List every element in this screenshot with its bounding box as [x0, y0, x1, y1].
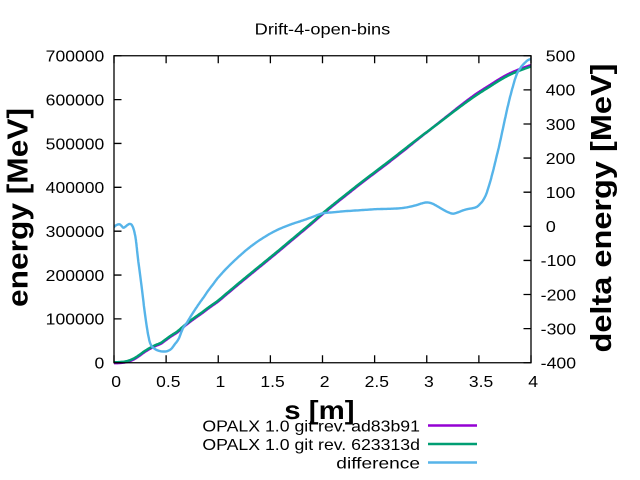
svg-text:-200: -200 — [541, 287, 577, 304]
svg-text:600000: 600000 — [46, 92, 105, 109]
svg-text:Drift-4-open-bins: Drift-4-open-bins — [255, 22, 391, 39]
svg-text:3.5: 3.5 — [469, 374, 493, 391]
svg-text:4: 4 — [528, 374, 538, 391]
svg-text:100000: 100000 — [46, 312, 105, 329]
svg-text:500: 500 — [546, 49, 576, 66]
svg-text:0: 0 — [95, 356, 105, 373]
svg-text:0: 0 — [111, 374, 121, 391]
svg-text:energy [MeV]: energy [MeV] — [3, 108, 35, 307]
svg-text:3: 3 — [424, 374, 434, 391]
svg-text:s [m]: s [m] — [284, 395, 354, 425]
svg-text:OPALX 1.0 git rev. ad83b91: OPALX 1.0 git rev. ad83b91 — [202, 418, 420, 435]
svg-text:700000: 700000 — [46, 49, 105, 66]
svg-text:2.5: 2.5 — [365, 374, 389, 391]
svg-text:100: 100 — [546, 185, 576, 202]
svg-text:-100: -100 — [541, 253, 577, 270]
svg-text:200000: 200000 — [46, 268, 105, 285]
svg-text:200: 200 — [546, 151, 576, 168]
svg-text:1.5: 1.5 — [260, 374, 284, 391]
svg-text:0.5: 0.5 — [156, 374, 180, 391]
svg-text:OPALX 1.0 git rev. 623313d: OPALX 1.0 git rev. 623313d — [202, 437, 420, 454]
svg-text:500000: 500000 — [46, 136, 105, 153]
svg-text:0: 0 — [546, 219, 556, 236]
svg-text:difference: difference — [336, 455, 420, 472]
svg-text:1: 1 — [216, 374, 226, 391]
svg-text:300: 300 — [546, 117, 576, 134]
svg-text:-300: -300 — [541, 321, 577, 338]
svg-text:-400: -400 — [541, 356, 577, 373]
svg-text:delta energy [MeV]: delta energy [MeV] — [586, 64, 618, 353]
svg-text:400: 400 — [546, 83, 576, 100]
svg-text:300000: 300000 — [46, 224, 105, 241]
svg-text:400000: 400000 — [46, 180, 105, 197]
svg-text:2: 2 — [320, 374, 330, 391]
